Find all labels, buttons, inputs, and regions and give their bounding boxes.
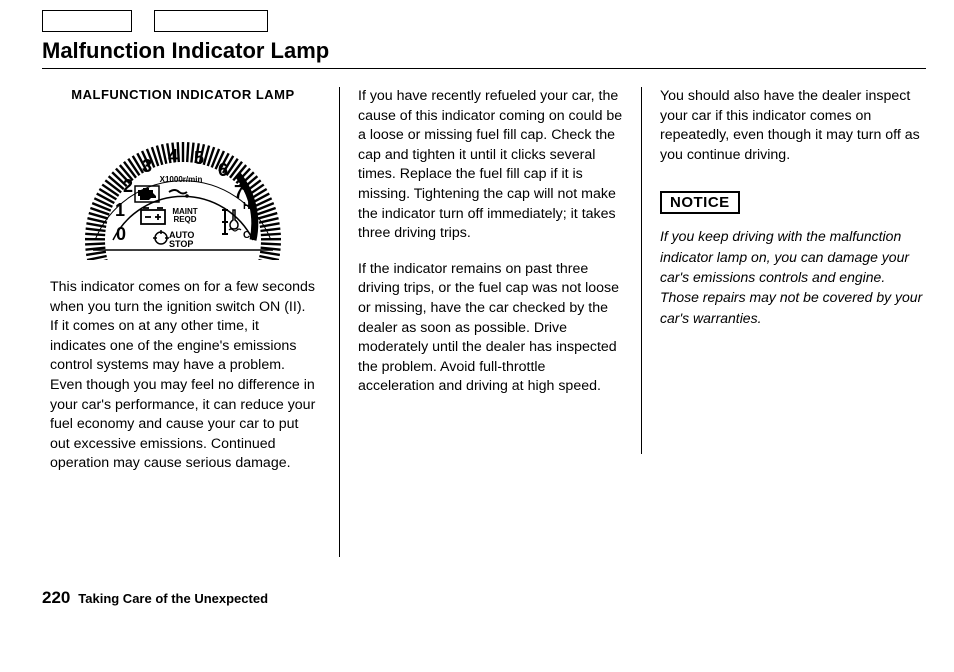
gauge-unit: X1000r/min [160,175,203,184]
column-1: MALFUNCTION INDICATOR LAMP [42,87,340,557]
notice-heading: NOTICE [660,191,740,214]
col2-paragraph-1: If you have recently refueled your car, … [358,87,624,244]
gauge-num-6: 6 [218,160,228,180]
page-root: Malfunction Indicator Lamp MALFUNCTION I… [0,0,954,672]
maint-reqd-label2: REQD [173,215,196,224]
nav-box-left[interactable] [42,10,132,32]
temp-c: C [243,230,250,241]
gauge-num-3: 3 [142,156,152,176]
battery-icon [141,208,165,224]
page-number: 220 [42,588,70,607]
temp-h: H [243,201,250,212]
title-rule [42,68,926,69]
column-3: You should also have the dealer inspect … [642,87,926,557]
nav-box-right[interactable] [154,10,268,32]
gauge-num-2: 2 [123,176,133,196]
col2-paragraph-2: If the indicator remains on past three d… [358,260,624,397]
gauge-num-0: 0 [116,224,126,244]
page-footer: 220 Taking Care of the Unexpected [42,588,268,608]
content-columns: MALFUNCTION INDICATOR LAMP [42,87,926,557]
page-title: Malfunction Indicator Lamp [42,38,926,64]
notice-body: If you keep driving with the malfunction… [660,226,926,327]
gauge-num-1: 1 [115,200,125,220]
tachometer-svg: 0 1 2 3 4 5 6 7 X1000r/min [73,110,293,260]
col1-paragraph-1: This indicator comes on for a few second… [50,278,316,474]
auto-stop-2: STOP [169,239,193,249]
tachometer-illustration: 0 1 2 3 4 5 6 7 X1000r/min [50,110,316,260]
gauge-num-7: 7 [234,182,244,202]
gauge-num-4: 4 [168,146,178,166]
col3-paragraph-1: You should also have the dealer inspect … [660,87,926,165]
gauge-num-5: 5 [194,148,204,168]
temp-gauge-icon: H C [222,201,250,241]
column-2: If you have recently refueled your car, … [340,87,642,557]
top-nav-boxes [42,10,926,32]
check-engine-glyph [138,188,156,200]
chapter-title: Taking Care of the Unexpected [78,591,268,606]
gauge-label: MALFUNCTION INDICATOR LAMP [50,87,316,102]
